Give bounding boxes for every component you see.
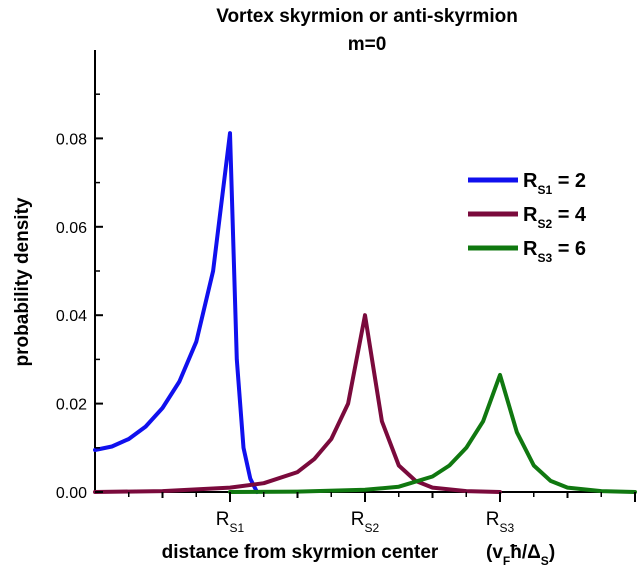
x-axis-unit-label: (vFħ/ΔS) [486, 542, 555, 568]
chart-subtitle: m=0 [348, 34, 387, 55]
legend-label-1: RS1 = 2 [523, 170, 586, 197]
legend: RS1 = 2 RS2 = 4 RS3 = 6 [468, 170, 587, 265]
y-tick-label: 0.02 [56, 397, 87, 414]
x-tick-label: RS2 [351, 509, 380, 535]
ticks-group: 0.00 0.02 0.04 0.06 0.08 RS1 RS2 RS3 [56, 93, 636, 535]
y-tick-label: 0.08 [56, 131, 87, 148]
y-tick-label: 0.04 [56, 308, 87, 325]
x-axis-label: distance from skyrmion center [162, 542, 439, 563]
y-tick-label: 0.00 [56, 485, 87, 502]
series-line-3 [228, 372, 637, 494]
legend-label-2: RS2 = 4 [523, 204, 587, 231]
x-tick-label: RS1 [216, 509, 245, 535]
y-tick-label: 0.06 [56, 220, 87, 237]
series-line-2 [93, 313, 502, 494]
legend-label-3: RS3 = 6 [523, 238, 586, 265]
y-axis-label: probability density [12, 197, 33, 366]
x-tick-label: RS3 [486, 509, 515, 535]
chart-title: Vortex skyrmion or anti-skyrmion [216, 6, 518, 27]
series-line-1 [93, 131, 259, 494]
series-group [93, 131, 637, 494]
axes [94, 50, 635, 493]
